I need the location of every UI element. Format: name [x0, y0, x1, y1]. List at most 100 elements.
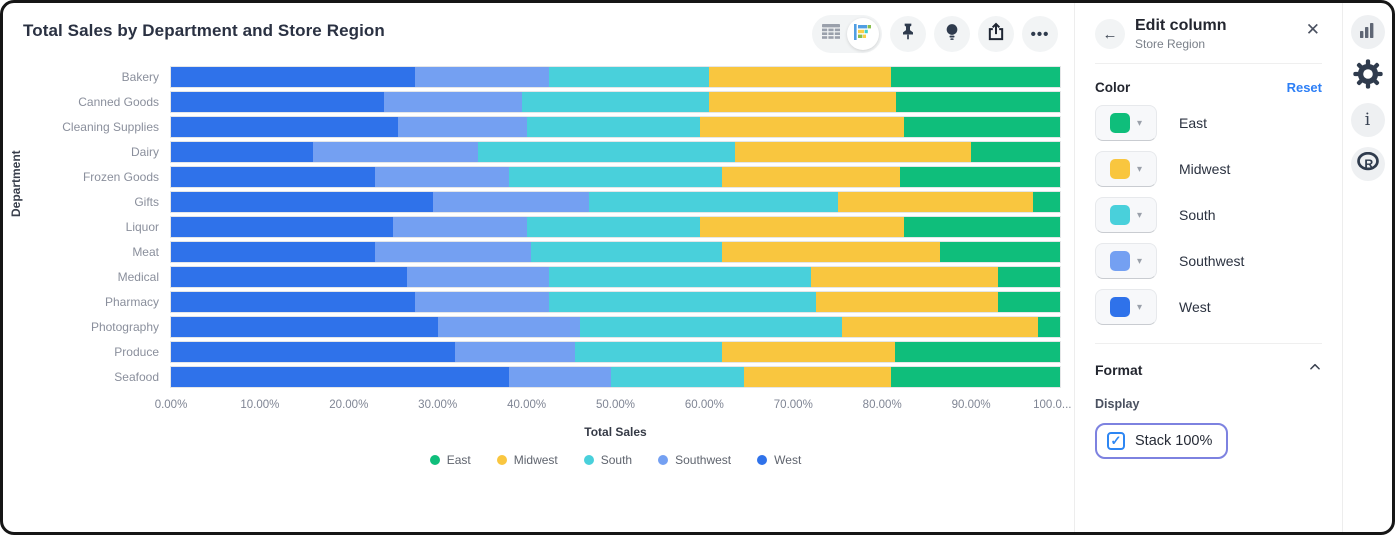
bar-segment-south[interactable]: [575, 342, 723, 362]
bar-segment-south[interactable]: [611, 367, 745, 387]
close-button[interactable]: ✕: [1304, 17, 1322, 42]
bar-segment-south[interactable]: [579, 317, 843, 337]
stacked-bar[interactable]: [171, 217, 1060, 237]
table-view-button[interactable]: [815, 18, 847, 50]
bar-segment-southwest[interactable]: [406, 267, 549, 287]
legend-item-west[interactable]: West: [757, 453, 801, 467]
bar-segment-midwest[interactable]: [722, 342, 896, 362]
stacked-bar[interactable]: [171, 342, 1060, 362]
bar-segment-west[interactable]: [171, 242, 376, 262]
bar-segment-south[interactable]: [477, 142, 736, 162]
stack-100-toggle[interactable]: ✓ Stack 100%: [1095, 423, 1229, 459]
bar-segment-east[interactable]: [997, 267, 1060, 287]
bar-segment-southwest[interactable]: [397, 117, 527, 137]
pin-button[interactable]: [890, 16, 926, 52]
legend-item-south[interactable]: South: [583, 453, 632, 467]
more-options-button[interactable]: •••: [1022, 16, 1058, 52]
back-button[interactable]: ←: [1095, 19, 1125, 49]
bar-segment-south[interactable]: [526, 117, 700, 137]
stacked-bar[interactable]: [171, 267, 1060, 287]
bar-segment-south[interactable]: [526, 217, 700, 237]
bar-segment-west[interactable]: [171, 192, 434, 212]
bar-segment-east[interactable]: [891, 67, 1060, 87]
bar-segment-east[interactable]: [939, 242, 1060, 262]
bar-segment-midwest[interactable]: [842, 317, 1038, 337]
bar-segment-midwest[interactable]: [708, 67, 892, 87]
bar-segment-south[interactable]: [508, 167, 723, 187]
bar-segment-south[interactable]: [548, 292, 816, 312]
bar-segment-south[interactable]: [531, 242, 723, 262]
bar-segment-east[interactable]: [971, 142, 1060, 162]
stacked-bar[interactable]: [171, 117, 1060, 137]
legend-item-east[interactable]: East: [429, 453, 471, 467]
stacked-bar[interactable]: [171, 317, 1060, 337]
r-language-button[interactable]: R: [1350, 147, 1385, 181]
stacked-bar[interactable]: [171, 92, 1060, 112]
bar-segment-midwest[interactable]: [735, 142, 972, 162]
collapse-chevron-icon[interactable]: [1308, 360, 1322, 379]
bar-segment-midwest[interactable]: [722, 167, 900, 187]
bar-segment-west[interactable]: [171, 92, 385, 112]
color-picker-dropdown[interactable]: ▾: [1095, 105, 1157, 141]
bar-segment-west[interactable]: [171, 267, 407, 287]
bar-segment-southwest[interactable]: [375, 167, 509, 187]
stacked-bar[interactable]: [171, 67, 1060, 87]
bar-segment-midwest[interactable]: [815, 292, 998, 312]
stacked-bar[interactable]: [171, 367, 1060, 387]
bar-segment-east[interactable]: [891, 367, 1060, 387]
bar-segment-midwest[interactable]: [699, 117, 905, 137]
bar-segment-midwest[interactable]: [722, 242, 940, 262]
color-picker-dropdown[interactable]: ▾: [1095, 289, 1157, 325]
bar-segment-southwest[interactable]: [508, 367, 612, 387]
stacked-bar[interactable]: [171, 242, 1060, 262]
bar-segment-southwest[interactable]: [455, 342, 576, 362]
bar-segment-south[interactable]: [548, 67, 709, 87]
bar-segment-west[interactable]: [171, 142, 314, 162]
bar-segment-southwest[interactable]: [437, 317, 580, 337]
bar-segment-midwest[interactable]: [699, 217, 905, 237]
settings-button[interactable]: [1351, 58, 1385, 93]
bar-segment-east[interactable]: [904, 117, 1060, 137]
bar-segment-southwest[interactable]: [415, 292, 549, 312]
stack-100-checkbox[interactable]: ✓: [1107, 432, 1125, 450]
bar-segment-west[interactable]: [171, 342, 456, 362]
bar-segment-west[interactable]: [171, 167, 376, 187]
color-picker-dropdown[interactable]: ▾: [1095, 197, 1157, 233]
bar-segment-midwest[interactable]: [837, 192, 1034, 212]
bar-segment-southwest[interactable]: [375, 242, 532, 262]
bar-segment-west[interactable]: [171, 367, 509, 387]
bar-segment-west[interactable]: [171, 67, 416, 87]
visualization-button[interactable]: [1350, 15, 1385, 49]
bar-segment-south[interactable]: [522, 92, 709, 112]
bar-segment-east[interactable]: [895, 92, 1060, 112]
bar-segment-southwest[interactable]: [393, 217, 527, 237]
legend-item-midwest[interactable]: Midwest: [496, 453, 558, 467]
stacked-bar[interactable]: [171, 142, 1060, 162]
bar-segment-south[interactable]: [588, 192, 838, 212]
chart-view-button[interactable]: [847, 18, 879, 50]
bar-segment-southwest[interactable]: [415, 67, 549, 87]
bar-segment-south[interactable]: [548, 267, 812, 287]
info-button[interactable]: i: [1350, 103, 1385, 137]
bar-segment-east[interactable]: [1037, 317, 1060, 337]
bar-segment-midwest[interactable]: [811, 267, 998, 287]
stacked-bar[interactable]: [171, 192, 1060, 212]
bar-segment-southwest[interactable]: [313, 142, 478, 162]
color-picker-dropdown[interactable]: ▾: [1095, 151, 1157, 187]
bar-segment-southwest[interactable]: [384, 92, 523, 112]
color-picker-dropdown[interactable]: ▾: [1095, 243, 1157, 279]
stacked-bar[interactable]: [171, 167, 1060, 187]
share-button[interactable]: [978, 16, 1014, 52]
bar-segment-west[interactable]: [171, 217, 394, 237]
reset-link[interactable]: Reset: [1286, 80, 1322, 95]
bar-segment-west[interactable]: [171, 292, 416, 312]
legend-item-southwest[interactable]: Southwest: [658, 453, 731, 467]
bar-segment-east[interactable]: [899, 167, 1060, 187]
bar-segment-east[interactable]: [904, 217, 1060, 237]
bar-segment-east[interactable]: [1033, 192, 1060, 212]
bar-segment-midwest[interactable]: [708, 92, 896, 112]
bar-segment-southwest[interactable]: [433, 192, 589, 212]
bar-segment-east[interactable]: [997, 292, 1060, 312]
bar-segment-west[interactable]: [171, 317, 438, 337]
stacked-bar[interactable]: [171, 292, 1060, 312]
